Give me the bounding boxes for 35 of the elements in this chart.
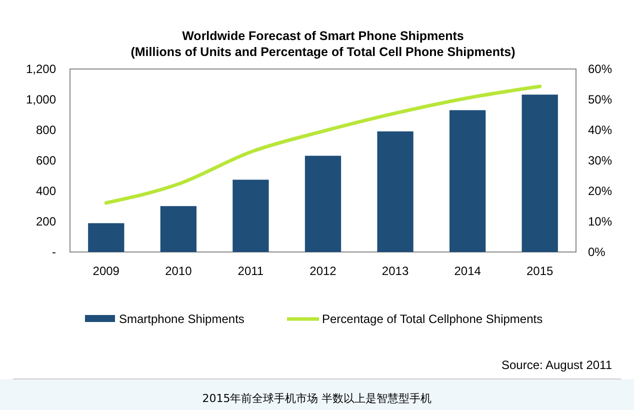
y2-tick-label: 10% xyxy=(588,214,612,228)
x-tick-label: 2009 xyxy=(92,264,120,278)
y2-tick-label: 60% xyxy=(588,62,612,76)
y-tick-label: 1,200 xyxy=(26,62,56,76)
y2-tick-label: 0% xyxy=(588,245,606,259)
bar xyxy=(522,94,558,252)
bar xyxy=(160,206,196,252)
bar xyxy=(450,110,486,252)
y2-tick-label: 50% xyxy=(588,92,612,106)
y2-tick-label: 20% xyxy=(588,184,612,198)
x-tick-label: 2011 xyxy=(238,264,264,278)
x-tick-label: 2014 xyxy=(454,264,482,278)
y-tick-label: 600 xyxy=(36,154,56,168)
legend-label: Percentage of Total Cellphone Shipments xyxy=(322,312,543,326)
x-tick-label: 2012 xyxy=(310,264,337,278)
y-tick-label: 1,000 xyxy=(26,92,56,106)
chart-subtitle: (Millions of Units and Percentage of Total Cell Phone Shipments) xyxy=(130,45,516,59)
y2-tick-label: 30% xyxy=(588,154,612,168)
x-tick-label: 2010 xyxy=(165,264,192,278)
line-series xyxy=(104,84,542,205)
x-tick-label: 2015 xyxy=(526,264,554,278)
source-note: Source: August 2011 xyxy=(501,358,612,372)
bar xyxy=(377,131,414,252)
chart-title: Worldwide Forecast of Smart Phone Shipments xyxy=(182,29,464,43)
bar xyxy=(304,156,342,252)
bar xyxy=(88,223,124,252)
legend-label: Smartphone Shipments xyxy=(119,312,244,326)
y2-tick-label: 40% xyxy=(588,123,612,137)
y-tick-label: 400 xyxy=(36,184,56,198)
y-tick-label: 800 xyxy=(36,123,56,137)
bar xyxy=(232,180,269,252)
y-tick-label: - xyxy=(52,245,56,259)
x-tick-label: 2013 xyxy=(382,264,409,278)
y-tick-label: 200 xyxy=(36,214,56,228)
text: 2015年前全球手机市场 半数以上是智慧型手机 xyxy=(202,392,432,405)
